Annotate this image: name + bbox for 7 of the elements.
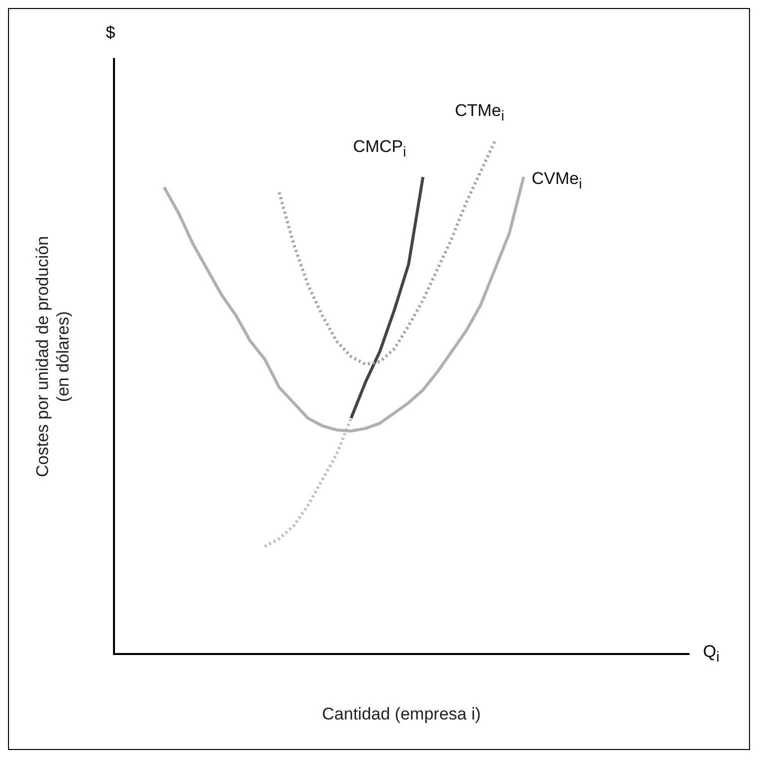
text: $ xyxy=(106,23,116,43)
series-label: CMCP$_{i}$ xyxy=(352,137,406,160)
text: Q$_{i}$ xyxy=(703,642,720,666)
series-label: CTMe$_{i}$ xyxy=(454,101,504,124)
y-axis-title: Costes por unidad de produción (en dólares) xyxy=(32,236,72,478)
series-label: CVMe$_{i}$ xyxy=(532,169,582,192)
x-axis-title: Cantidad (empresa i) xyxy=(322,704,481,724)
